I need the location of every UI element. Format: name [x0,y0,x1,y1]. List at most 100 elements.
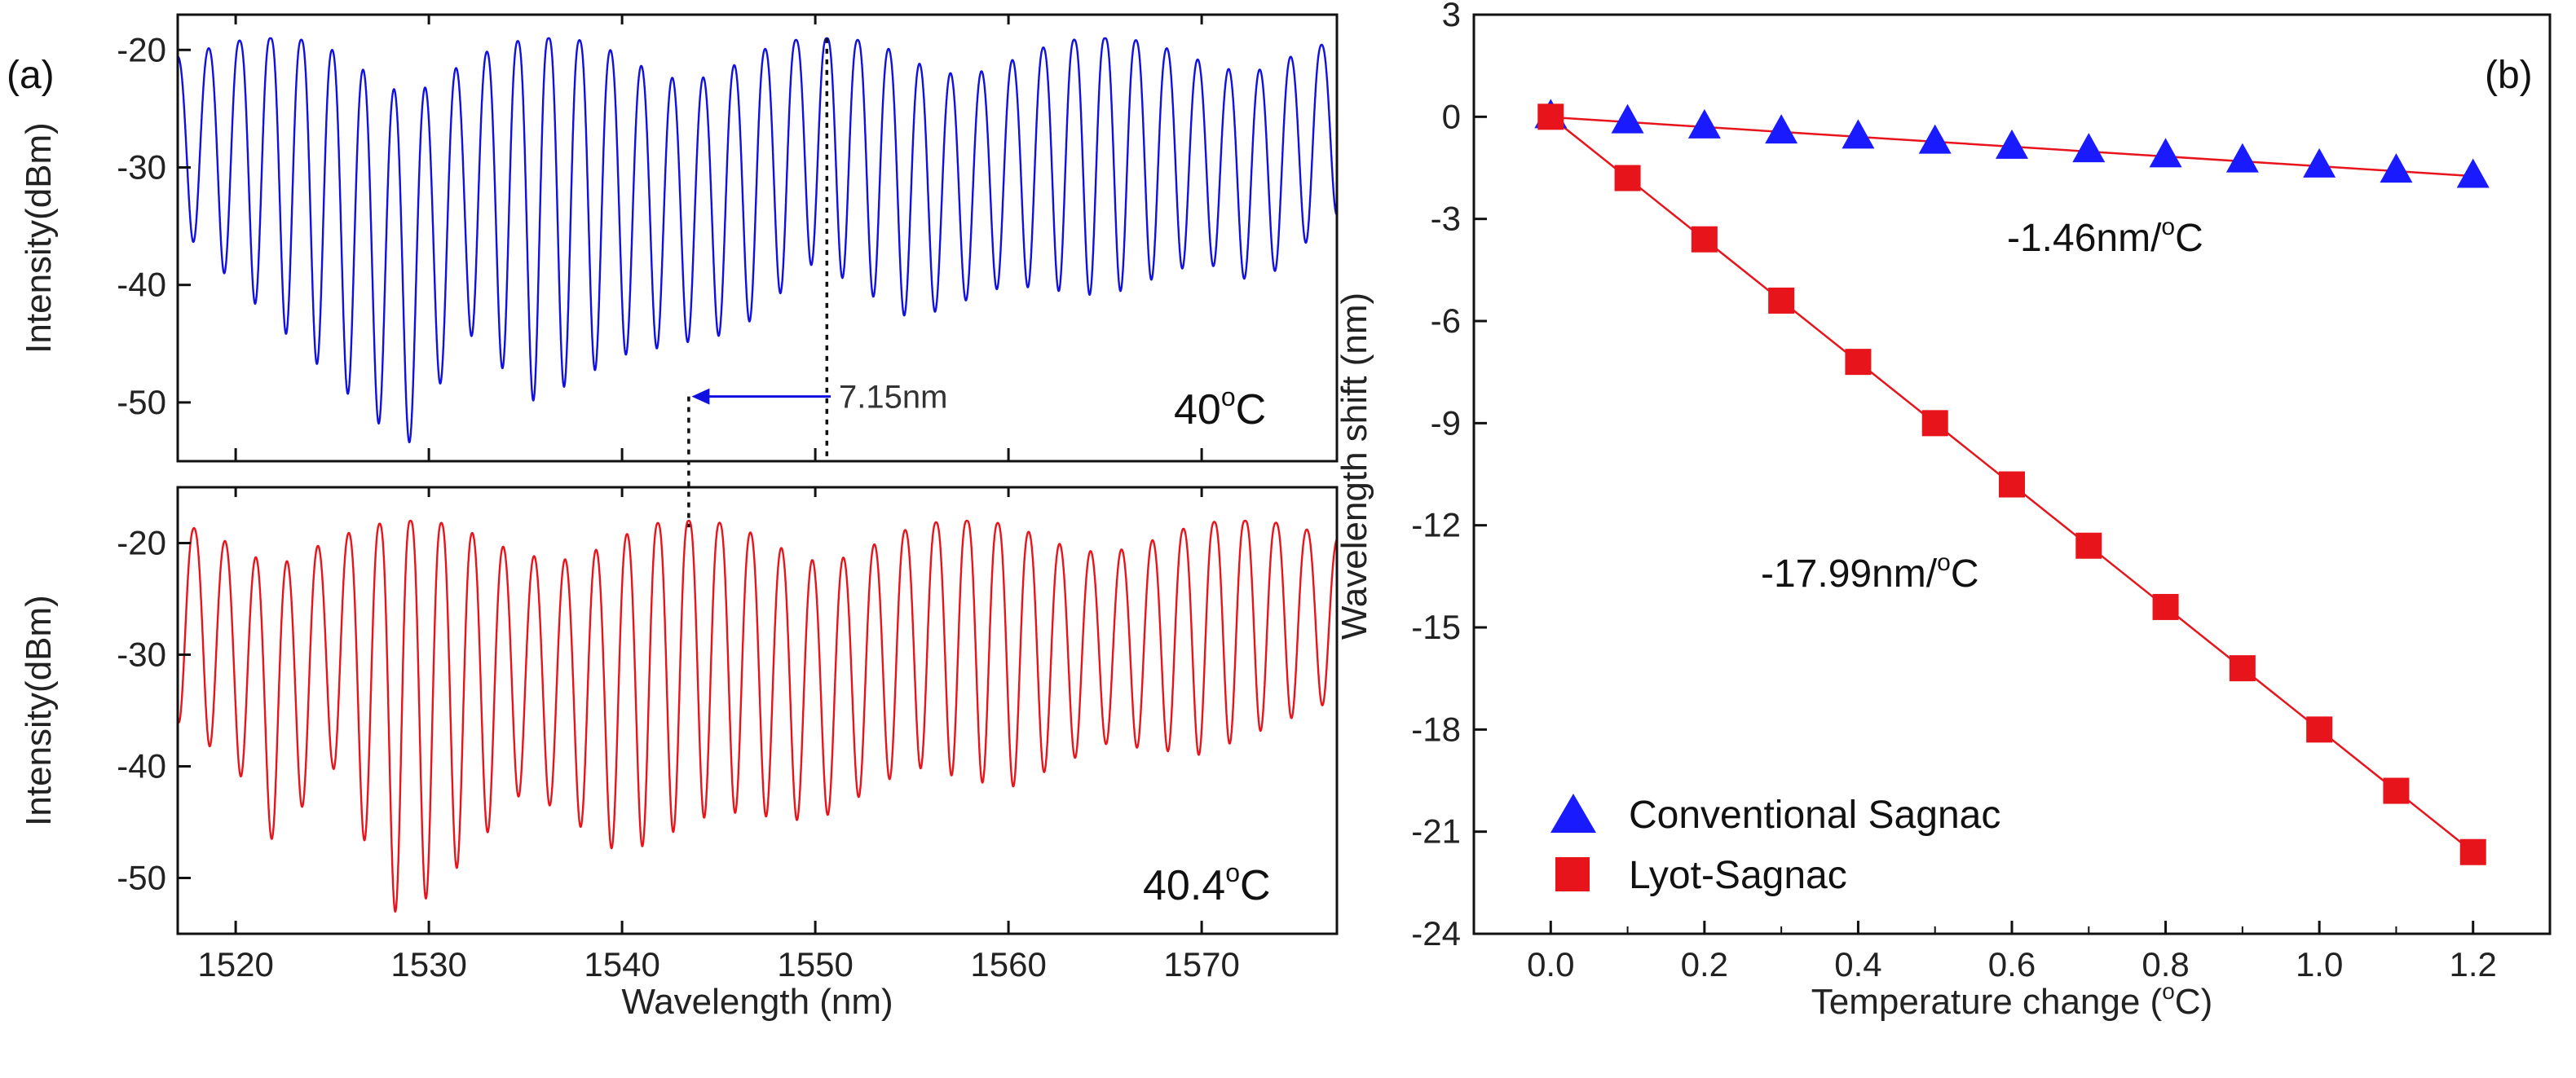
y-tick-label: -20 [117,30,166,68]
y-tick-label: 0 [1442,97,1461,135]
data-point-conventional [1687,108,1721,139]
temp-value-top: 40 [1174,386,1221,433]
legend: Conventional Sagnac Lyot-Sagnac [1550,794,2000,897]
data-point-conventional [2149,138,2182,168]
y-ticks-b: 3 0 -3 -6 -9 -12 -15 -18 -21 -24 [1411,0,1487,953]
x-tick-label: 1540 [584,945,659,983]
y-axis-label-b: Wavelength shift (nm) [1334,293,1374,640]
plot-frame-bottom [176,486,1339,935]
data-point-conventional [1611,103,1644,134]
data-point-conventional [2380,153,2413,183]
y-tick-label: -18 [1411,710,1461,748]
x-axis-label-b-text: Temperature change ( [1811,982,2163,1022]
y-tick-label: -3 [1431,200,1461,238]
panel-label-a: (a) [7,54,55,97]
shift-arrow-head [691,388,710,405]
y-tick-label: -12 [1411,506,1461,544]
panel-a-bottom: Intensity(dBm) -20 -30 -40 -50 1520 1530 1540… [19,486,1339,1022]
y-ticks-bottom: -20 -30 -40 -50 [117,524,191,897]
data-point-lyot [1537,103,1564,130]
x-tick-label: 0.8 [2142,945,2189,983]
slope-label-lyot: -17.99nm/oC [1761,549,1978,596]
y-tick-label: -50 [117,859,166,897]
y-tick-label: -50 [117,383,166,421]
panel-label-b: (b) [2485,54,2533,97]
slope-value-lyot: -17.99nm/ [1761,552,1938,596]
plot-frame-top [176,13,1339,463]
data-point-lyot [2306,716,2333,743]
panel-b: (b) Wavelength shift (nm) Temperature ch… [1334,0,2552,1022]
data-point-conventional [1918,124,1952,154]
slope-unit-conventional: C [2175,217,2203,260]
data-point-conventional [1842,119,1875,149]
x-tick-label: 0.0 [1527,945,1574,983]
y-tick-label: -15 [1411,608,1461,646]
data-point-conventional [1765,114,1798,144]
temp-unit-bottom: C [1240,862,1271,909]
y-tick-label: -9 [1431,403,1461,442]
y-tick-label: -30 [117,636,166,674]
data-point-conventional [1996,129,2028,159]
data-point-lyot [1845,349,1872,376]
temp-label-top: 40oC [1174,382,1266,433]
x-ticks-top [234,15,1203,461]
spectrum-40C-line [178,37,1337,443]
y-tick-label: -21 [1411,812,1461,851]
legend-marker-conventional [1550,794,1596,833]
temp-value-bottom: 40.4 [1143,862,1225,909]
x-axis-label-b: Temperature change (oC) [1811,979,2212,1022]
x-tick-label: 1560 [970,945,1046,983]
x-tick-label: 0.2 [1681,945,1728,983]
data-point-conventional [2072,133,2106,163]
x-tick-label: 1.2 [2450,945,2497,983]
degree-symbol-top: o [1221,382,1236,411]
data-point-lyot [1614,165,1641,191]
x-tick-label: 1520 [197,945,273,983]
data-point-lyot [2075,532,2102,559]
x-tick-label: 0.4 [1834,945,1881,983]
x-axis-label-b-degree: o [2162,979,2175,1004]
y-tick-label: 3 [1442,0,1461,33]
temp-label-bottom: 40.4oC [1143,858,1271,909]
x-tick-label: 1550 [777,945,853,983]
series-lyot-sagnac [1537,103,2486,865]
temp-unit-top: C [1236,386,1267,433]
data-point-conventional [2456,158,2490,188]
data-point-lyot [1999,471,2025,498]
legend-label-conventional: Conventional Sagnac [1629,794,2000,837]
slope-value-conventional: -1.46nm/ [2007,217,2162,260]
legend-marker-lyot [1555,857,1590,891]
y-ticks-top: -20 -30 -40 -50 [117,30,191,421]
series-conventional-sagnac [1534,99,2490,188]
y-tick-label: -40 [117,747,166,785]
data-point-lyot [2383,777,2410,804]
slope-unit-lyot: C [1951,552,1979,596]
slope-degree-lyot: o [1937,549,1951,576]
data-point-conventional [2225,143,2259,173]
y-axis-label-bottom: Intensity(dBm) [19,595,59,826]
x-axis-label-b-unit: C) [2175,982,2212,1022]
x-axis-label-a: Wavelength (nm) [621,982,893,1022]
data-point-lyot [2229,655,2256,682]
x-tick-label: 1.0 [2296,945,2343,983]
slope-label-conventional: -1.46nm/oC [2007,213,2203,260]
x-tick-label: 1530 [390,945,466,983]
x-tick-label: 1570 [1163,945,1239,983]
x-ticks-b: 0.0 0.2 0.4 0.6 0.8 1.0 1.2 [1473,921,2551,983]
x-tick-label: 0.6 [1988,945,2036,983]
y-tick-label: -20 [117,524,166,562]
data-point-lyot [1691,226,1718,253]
data-point-lyot [2459,838,2486,865]
data-point-lyot [1768,287,1795,314]
y-tick-label: -6 [1431,301,1461,340]
degree-symbol-bottom: o [1225,858,1240,887]
data-point-lyot [1921,410,1948,437]
legend-label-lyot: Lyot-Sagnac [1629,854,1847,897]
x-ticks-bottom: 1520 1530 1540 1550 1560 1570 [197,487,1240,983]
panel-a-top: (a) Intensity(dBm) -20 -30 -40 -50 7.15nm 4… [7,13,1339,463]
y-tick-label: -40 [117,266,166,304]
shift-annotation: 7.15nm [839,380,947,416]
y-axis-label-top: Intensity(dBm) [19,122,59,354]
data-point-lyot [2152,593,2179,620]
